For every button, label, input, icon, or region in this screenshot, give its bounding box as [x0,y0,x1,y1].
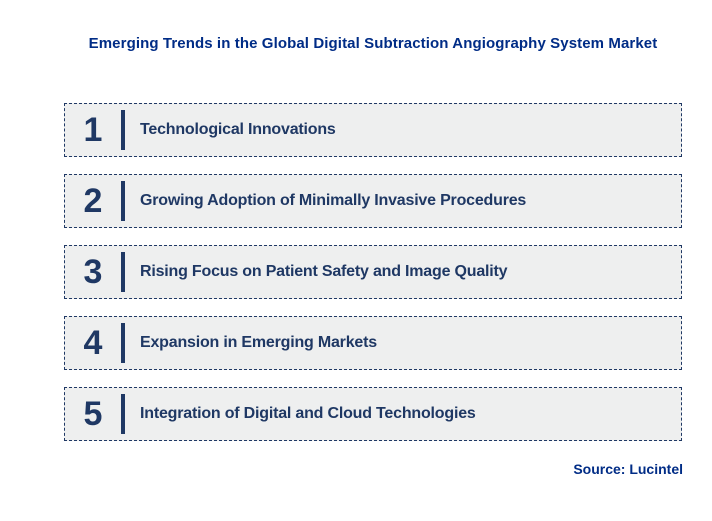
trend-item: 1 Technological Innovations [64,103,682,157]
trend-item: 2 Growing Adoption of Minimally Invasive… [64,174,682,228]
divider-bar [121,181,125,221]
trend-label: Expansion in Emerging Markets [140,334,377,351]
trend-number: 4 [83,324,103,362]
trend-item: 5 Integration of Digital and Cloud Techn… [64,387,682,441]
trend-label: Technological Innovations [140,121,336,138]
divider-bar [121,252,125,292]
divider-bar [121,394,125,434]
trend-number: 1 [83,111,103,149]
source-credit: Source: Lucintel [573,461,683,477]
page-title: Emerging Trends in the Global Digital Su… [88,35,658,52]
trend-number: 2 [83,182,103,220]
trend-number: 5 [83,395,103,433]
trend-list: 1 Technological Innovations 2 Growing Ad… [64,103,682,441]
trend-label: Rising Focus on Patient Safety and Image… [140,263,508,280]
trend-label: Integration of Digital and Cloud Technol… [140,405,476,422]
trend-item: 3 Rising Focus on Patient Safety and Ima… [64,245,682,299]
trend-number: 3 [83,253,103,291]
divider-bar [121,323,125,363]
divider-bar [121,110,125,150]
trend-item: 4 Expansion in Emerging Markets [64,316,682,370]
trend-label: Growing Adoption of Minimally Invasive P… [140,192,527,209]
